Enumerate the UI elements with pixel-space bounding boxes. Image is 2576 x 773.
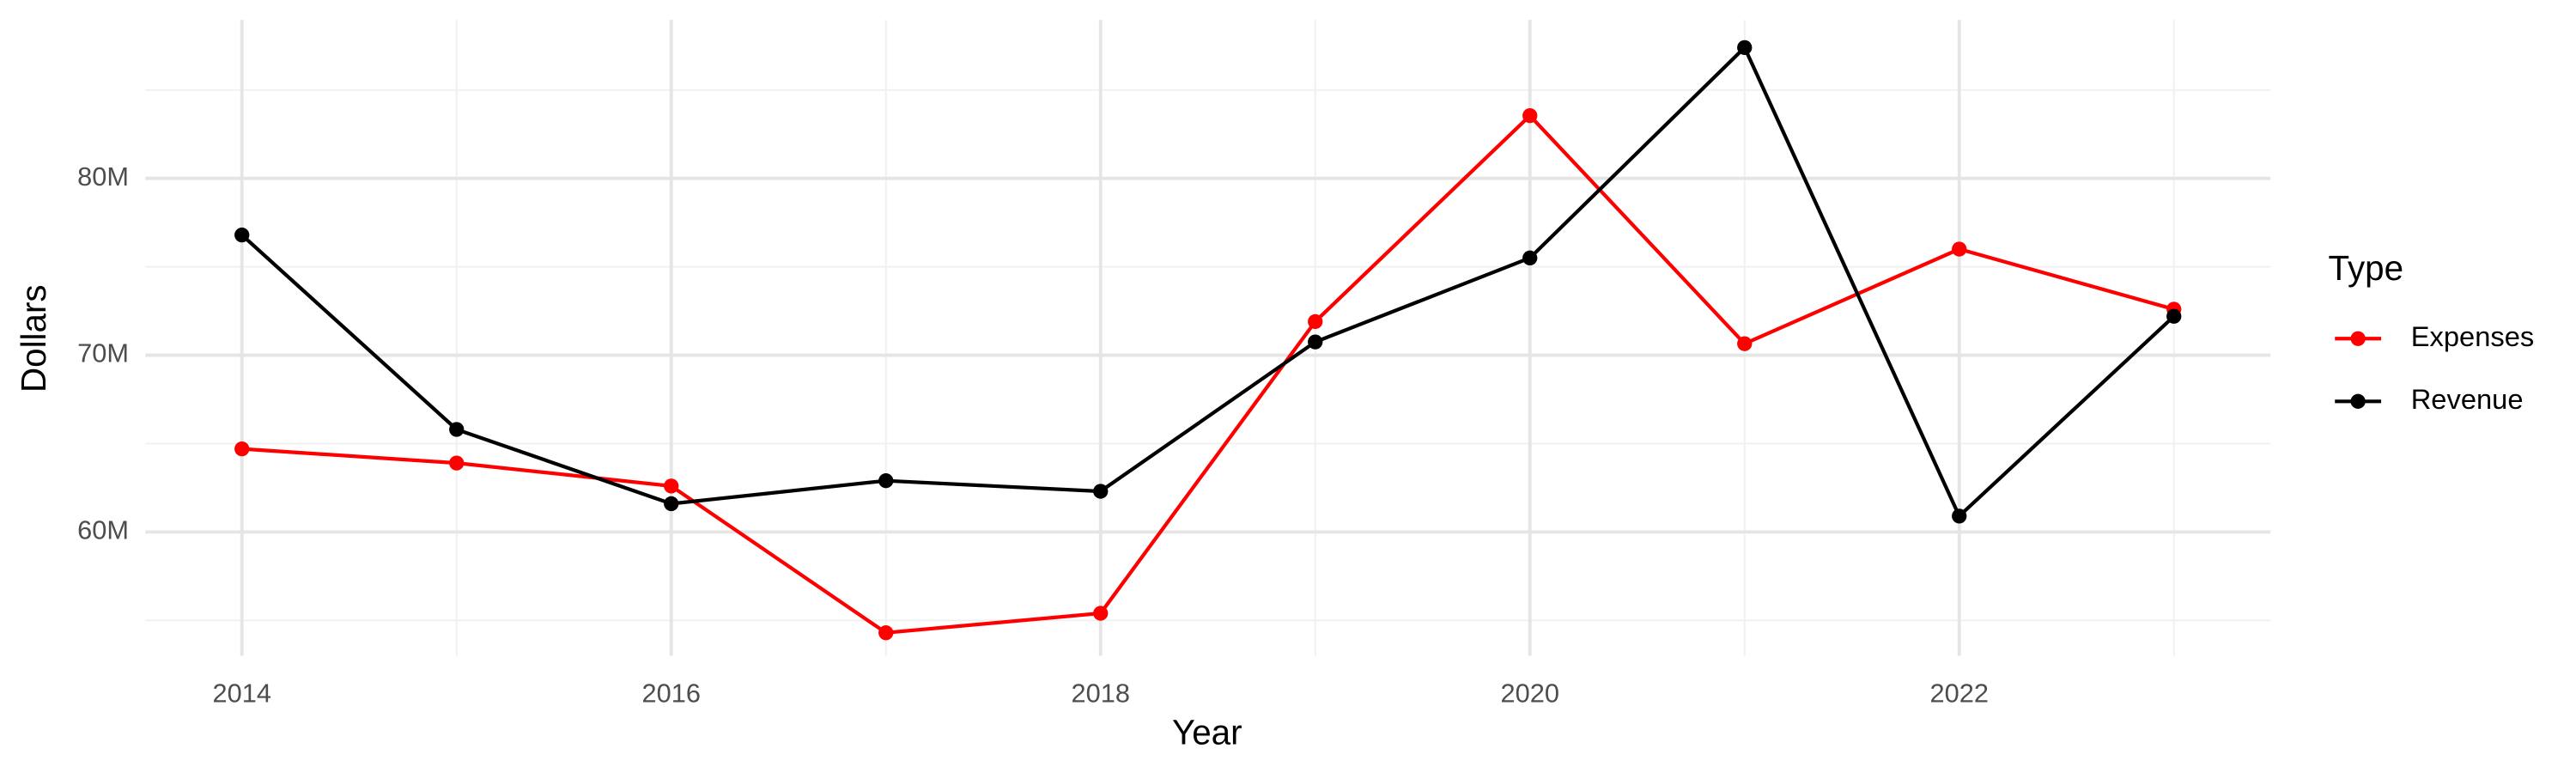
legend-marker xyxy=(2350,331,2366,346)
x-tick-label: 2020 xyxy=(1501,679,1559,709)
data-point xyxy=(234,441,250,457)
legend-marker xyxy=(2350,393,2366,409)
series-line xyxy=(241,113,2175,635)
x-axis-title: Year xyxy=(1172,712,1242,752)
data-point xyxy=(1522,250,1538,265)
data-point xyxy=(1308,313,1323,330)
data-point xyxy=(234,227,250,243)
data-point xyxy=(1737,40,1753,56)
data-point xyxy=(664,496,679,512)
data-point xyxy=(664,478,679,494)
data-point xyxy=(2166,308,2182,324)
x-tick-label: 2016 xyxy=(642,679,701,709)
x-tick-label: 2018 xyxy=(1072,679,1130,709)
y-tick-label: 70M xyxy=(77,338,129,368)
x-tick-label: 2014 xyxy=(213,679,271,709)
data-point xyxy=(1522,107,1538,124)
y-axis-title: Dollars xyxy=(14,284,53,393)
series-line xyxy=(240,44,2176,520)
data-point xyxy=(1952,241,1967,257)
data-point xyxy=(1093,484,1109,499)
data-point xyxy=(1952,508,1967,524)
legend-label: Expenses xyxy=(2411,320,2535,352)
data-point xyxy=(1093,606,1109,621)
y-tick-label: 60M xyxy=(77,515,129,545)
data-point xyxy=(1737,336,1753,351)
legend-label: Revenue xyxy=(2411,383,2524,415)
data-point xyxy=(449,422,465,437)
data-point xyxy=(1308,334,1323,350)
legend-title: Type xyxy=(2329,248,2404,288)
data-point xyxy=(878,625,894,641)
data-point xyxy=(449,455,465,471)
x-tick-label: 2022 xyxy=(1930,679,1989,709)
y-tick-label: 80M xyxy=(77,161,129,192)
data-point xyxy=(878,473,894,489)
